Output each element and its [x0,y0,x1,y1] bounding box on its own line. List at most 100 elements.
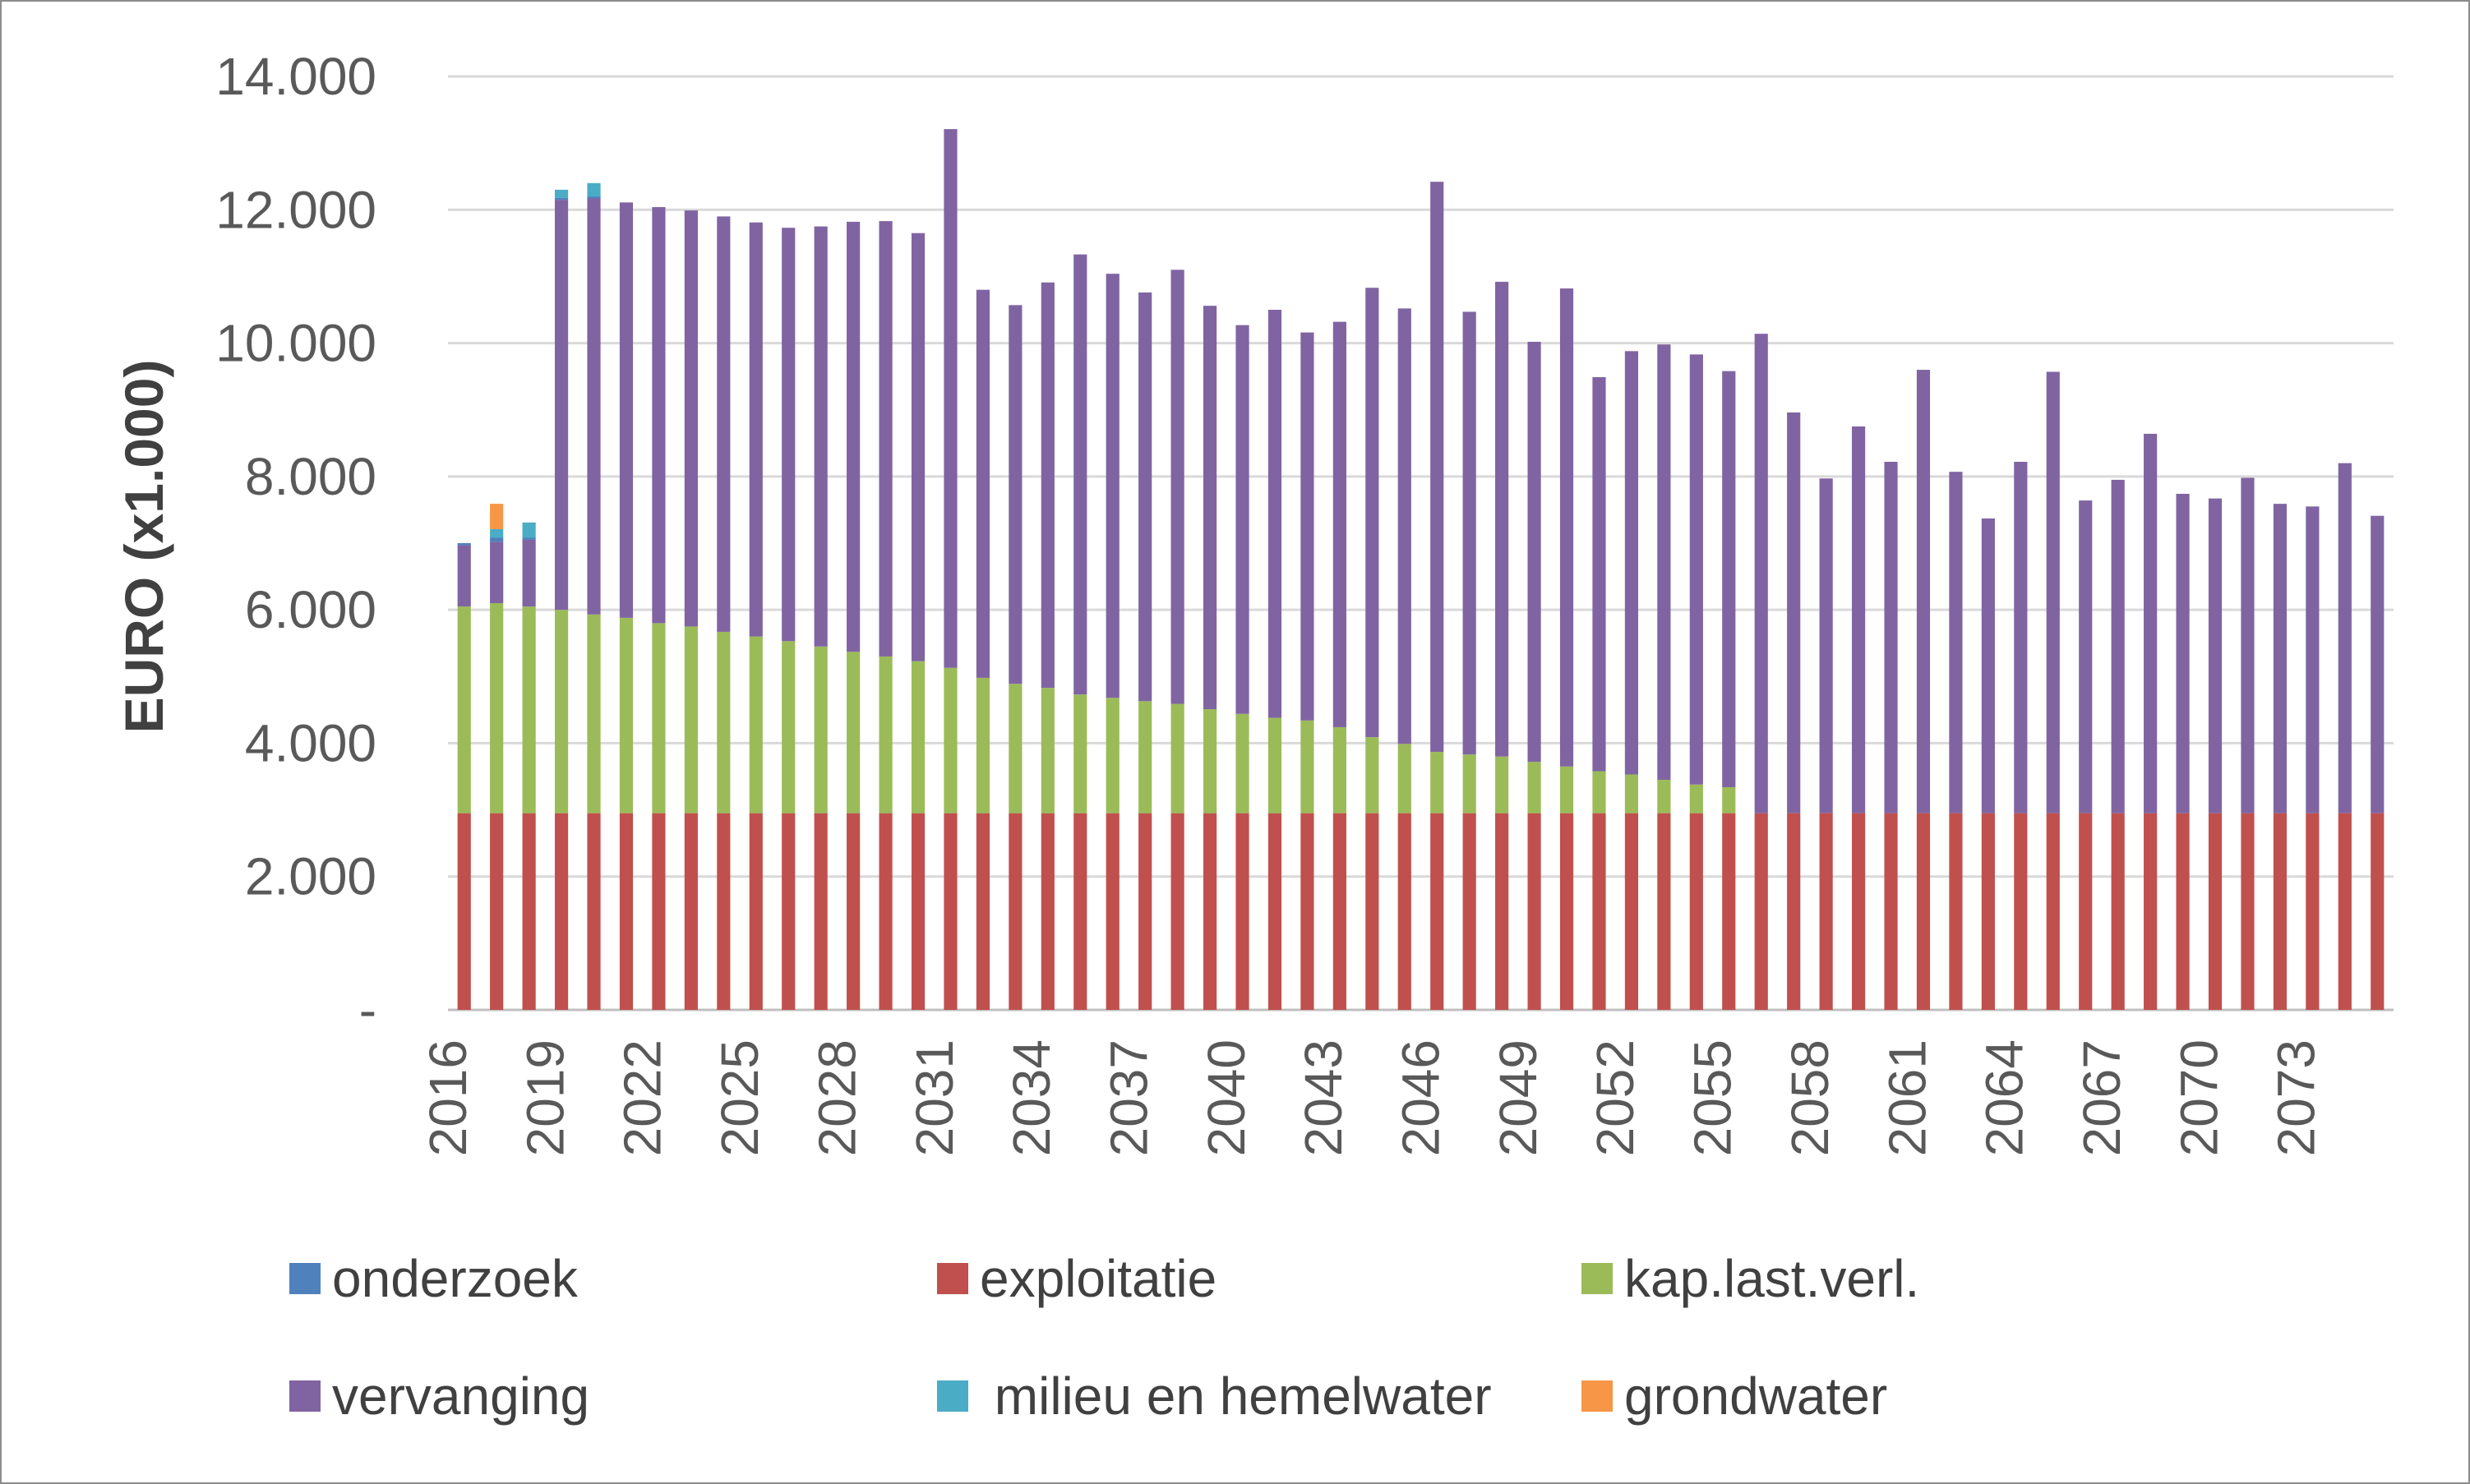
bar-exploitatie-2064 [2014,813,2028,1010]
bar-kap-last-verl--2017 [490,603,504,813]
bar-vervanging-2033 [1009,305,1023,684]
bar-exploitatie-2069 [2176,813,2190,1010]
bar-exploitatie-2037 [1138,813,1152,1010]
bar-exploitatie-2050 [1559,813,1574,1010]
bar-milieu-en-hemelwater-2018 [522,522,536,538]
bar-vervanging-2041 [1267,310,1282,718]
bar-vervanging-2049 [1527,341,1541,763]
bar-vervanging-2054 [1689,354,1703,785]
bar-kap-last-verl--2040 [1235,713,1249,813]
bar-exploitatie-2017 [490,813,504,1010]
bar-kap-last-verl--2048 [1495,756,1509,813]
bar-exploitatie-2070 [2208,813,2223,1010]
bar-vervanging-2069 [2176,493,2190,813]
bar-kap-last-verl--2045 [1397,744,1411,813]
bar-kap-last-verl--2018 [522,606,536,813]
bar-exploitatie-2061 [1916,813,1931,1010]
x-tick-label: 2028 [807,1039,866,1156]
bar-vervanging-2068 [2144,433,2158,813]
bar-exploitatie-2022 [652,813,666,1010]
bar-vervanging-2046 [1430,182,1444,752]
x-tick-label: 2052 [1586,1039,1645,1156]
bar-kap-last-verl--2021 [619,617,634,813]
bar-kap-last-verl--2028 [847,652,861,813]
y-axis-label: EURO (x1.000) [113,360,174,734]
bar-vervanging-2028 [847,221,861,652]
bar-kap-last-verl--2054 [1689,784,1703,813]
bars [457,129,2385,1010]
bar-kap-last-verl--2043 [1332,726,1346,813]
bar-kap-last-verl--2024 [717,631,731,813]
bar-kap-last-verl--2025 [749,636,763,813]
bar-exploitatie-2045 [1397,813,1411,1010]
x-tick-label: 2049 [1489,1039,1548,1156]
bar-exploitatie-2062 [1949,813,1963,1010]
bar-kap-last-verl--2016 [457,606,471,813]
bar-exploitatie-2065 [2046,813,2060,1010]
bar-vervanging-2048 [1495,281,1509,757]
bar-vervanging-2065 [2046,371,2060,813]
bar-vervanging-2052 [1624,351,1639,775]
bar-vervanging-2045 [1397,308,1411,744]
x-tick-label: 2043 [1294,1039,1353,1156]
bar-grondwater-2017 [490,504,504,529]
bar-milieu-en-hemelwater-2020 [587,182,601,197]
bar-exploitatie-2018 [522,813,536,1010]
bar-milieu-en-hemelwater-2017 [490,528,504,538]
bar-kap-last-verl--2023 [684,626,698,813]
bar-exploitatie-2030 [911,813,926,1010]
bar-vervanging-2017 [490,542,504,604]
x-tick-label: 2016 [418,1039,478,1156]
bar-onderzoek-2020 [587,196,601,199]
bar-exploitatie-2055 [1722,813,1736,1010]
x-tick-label: 2064 [1975,1039,2034,1156]
bar-exploitatie-2046 [1430,813,1444,1010]
x-tick-label: 2031 [905,1039,964,1156]
bar-exploitatie-2025 [749,813,763,1010]
bar-exploitatie-2075 [2371,813,2385,1010]
x-tick-label: 2022 [613,1039,672,1156]
bar-vervanging-2037 [1138,292,1152,702]
bar-vervanging-2019 [554,200,569,611]
y-tick-labels: - 2.000 4.000 6.000 8.000 10.000 12.000 14.000 [215,47,376,1039]
bar-kap-last-verl--2037 [1138,701,1152,813]
bar-vervanging-2060 [1884,462,1898,813]
bar-vervanging-2074 [2338,463,2352,813]
bar-kap-last-verl--2052 [1624,774,1639,813]
x-tick-label: 2046 [1392,1039,1451,1156]
bar-exploitatie-2016 [457,813,471,1010]
bar-exploitatie-2034 [1041,813,1055,1010]
bar-vervanging-2072 [2273,504,2288,813]
x-tick-label: 2055 [1683,1039,1743,1156]
bar-exploitatie-2033 [1009,813,1023,1010]
bar-vervanging-2044 [1365,288,1379,738]
x-tick-label: 2058 [1780,1039,1840,1156]
bar-kap-last-verl--2019 [554,610,569,813]
y-tick-label: 10.000 [215,314,376,373]
bar-exploitatie-2056 [1754,813,1768,1010]
bar-exploitatie-2031 [944,813,958,1010]
bar-vervanging-2066 [2079,500,2093,813]
bar-onderzoek-2018 [522,537,536,540]
bar-exploitatie-2072 [2273,813,2288,1010]
bar-exploitatie-2071 [2241,813,2255,1010]
bar-kap-last-verl--2026 [782,641,796,813]
bar-exploitatie-2060 [1884,813,1898,1010]
bar-exploitatie-2068 [2144,813,2158,1010]
bar-vervanging-2050 [1559,288,1574,767]
bar-kap-last-verl--2029 [879,656,893,813]
bar-exploitatie-2038 [1170,813,1184,1010]
bar-kap-last-verl--2020 [587,614,601,813]
y-tick-label: 2.000 [245,847,376,906]
bar-kap-last-verl--2031 [944,667,958,813]
bar-exploitatie-2039 [1203,813,1217,1010]
bar-vervanging-2055 [1722,371,1736,787]
bar-exploitatie-2027 [814,813,828,1010]
x-tick-label: 2019 [515,1039,575,1156]
bar-vervanging-2067 [2111,479,2125,813]
bar-vervanging-2053 [1657,344,1671,781]
bar-exploitatie-2058 [1819,813,1833,1010]
bar-exploitatie-2067 [2111,813,2125,1010]
bar-vervanging-2023 [684,210,698,627]
